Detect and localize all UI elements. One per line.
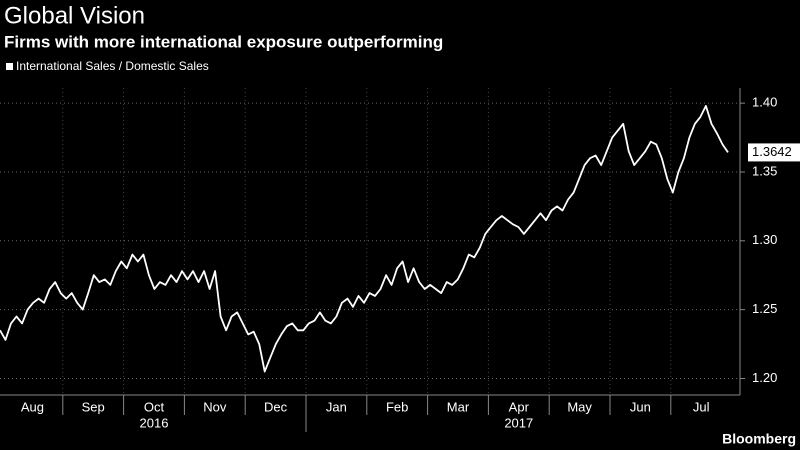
y-tick-label: 1.35 <box>752 163 777 178</box>
y-tick-label: 1.25 <box>752 301 777 316</box>
x-tick-label: Mar <box>447 399 470 414</box>
x-tick-label: Jul <box>693 399 710 414</box>
year-label: 2017 <box>504 415 533 430</box>
y-tick-label: 1.40 <box>752 95 777 110</box>
legend-swatch <box>6 63 13 70</box>
chart-subtitle: Firms with more international exposure o… <box>4 32 443 51</box>
last-value-box <box>748 143 800 162</box>
x-tick-label: Oct <box>144 399 165 414</box>
x-tick-label: Sep <box>82 399 105 414</box>
y-tick-label: 1.20 <box>752 370 777 385</box>
year-label: 2016 <box>140 415 169 430</box>
chart-title: Global Vision <box>4 2 145 29</box>
x-tick-label: Apr <box>509 399 530 414</box>
data-line <box>0 105 729 373</box>
x-tick-label: Dec <box>264 399 288 414</box>
x-tick-label: Feb <box>386 399 408 414</box>
x-tick-label: Jan <box>326 399 347 414</box>
source: Bloomberg <box>722 431 796 447</box>
x-tick-label: May <box>567 399 592 414</box>
x-tick-label: Jun <box>630 399 651 414</box>
legend-label: International Sales / Domestic Sales <box>16 59 209 73</box>
x-tick-label: Nov <box>203 399 227 414</box>
last-value-label: 1.3642 <box>752 144 792 159</box>
x-tick-label: Aug <box>21 399 44 414</box>
y-tick-label: 1.30 <box>752 232 777 247</box>
